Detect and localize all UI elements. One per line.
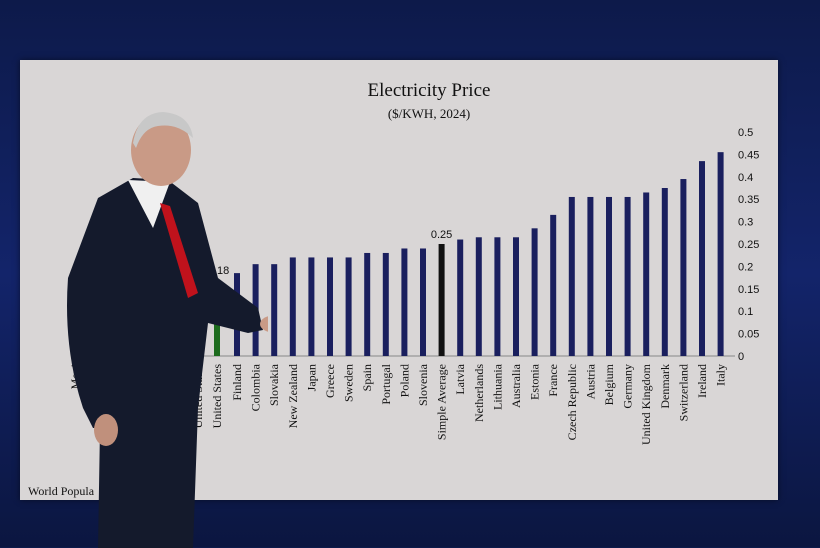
data-label: 0.25 — [431, 229, 452, 241]
x-tick-label: Poland — [397, 364, 411, 397]
presenter-figure — [67, 112, 268, 548]
x-tick-label: Australia — [509, 363, 523, 408]
bar — [494, 237, 501, 356]
presenter-hand — [260, 316, 268, 332]
x-tick-label: Austria — [583, 363, 597, 399]
bar — [680, 179, 687, 356]
x-tick-label: Estonia — [528, 363, 542, 400]
y-tick-label: 0.15 — [738, 284, 759, 296]
bar — [475, 237, 482, 356]
bar — [345, 257, 352, 356]
bar — [382, 252, 389, 356]
x-tick-label: Finland — [230, 364, 244, 401]
x-tick-label: Denmark — [658, 364, 672, 409]
x-tick-label: Spain — [360, 364, 374, 391]
x-tick-label: Germany — [621, 364, 635, 409]
x-tick-label: Latvia — [453, 363, 467, 394]
x-tick-label: Switzerland — [676, 364, 690, 421]
bar — [717, 152, 724, 356]
bar — [661, 188, 668, 356]
chart-subtitle: ($/KWH, 2024) — [387, 106, 471, 121]
bar — [438, 244, 445, 356]
y-tick-label: 0.5 — [738, 127, 753, 139]
x-tick-label: Colombia — [249, 363, 263, 411]
bar — [420, 248, 426, 356]
x-tick-label: Belgium — [602, 363, 616, 405]
bar — [327, 257, 333, 356]
source-footer: World Popula — [28, 484, 95, 498]
y-tick-label: 0.35 — [738, 194, 759, 206]
x-tick-label: Sweden — [342, 364, 356, 402]
bar — [587, 196, 594, 356]
y-tick-label: 0.45 — [738, 149, 759, 161]
presenter-body — [67, 178, 263, 548]
bar — [513, 237, 519, 356]
presenter-hair — [133, 112, 193, 148]
x-tick-label: Greece — [323, 364, 337, 398]
y-tick-label: 0 — [738, 351, 744, 363]
x-tick-label: Czech Republic — [565, 364, 579, 440]
bar — [271, 264, 278, 356]
x-tick-label: Ireland — [695, 364, 709, 398]
y-tick-label: 0.2 — [738, 261, 753, 273]
x-tick-label: New Zealand — [286, 364, 300, 428]
y-tick-label: 0.3 — [738, 217, 753, 229]
bar — [308, 257, 315, 356]
bar — [364, 252, 371, 356]
x-tick-label: Portugal — [379, 363, 393, 404]
x-tick-label: Italy — [714, 364, 728, 386]
bar — [550, 214, 557, 356]
x-tick-label: Netherlands — [472, 364, 486, 422]
y-tick-label: 0.25 — [738, 239, 759, 251]
bar — [624, 196, 631, 356]
y-tick-label: 0.05 — [738, 329, 759, 341]
chart-title: Electricity Price — [367, 80, 491, 101]
bar — [606, 196, 612, 356]
x-tick-label: United States — [210, 364, 224, 429]
x-tick-label: Japan — [304, 364, 318, 391]
presenter-head — [131, 114, 191, 186]
x-tick-label: Simple Average — [435, 364, 449, 440]
presenter-tie — [160, 203, 198, 298]
bar — [289, 257, 296, 356]
x-tick-label: United Kingdom — [639, 363, 653, 445]
presenter-shirt — [128, 180, 170, 228]
bar — [457, 239, 464, 356]
y-tick-label: 0.4 — [738, 172, 753, 184]
bar — [568, 196, 575, 356]
x-tick-label: France — [546, 364, 560, 397]
presenter-left-hand — [94, 414, 118, 446]
x-tick-label: Slovenia — [416, 363, 430, 406]
bar — [699, 161, 705, 356]
bar — [531, 228, 538, 356]
x-tick-label: Lithuania — [490, 363, 504, 410]
bar — [401, 248, 408, 356]
y-tick-label: 0.1 — [738, 306, 753, 318]
bar — [643, 192, 650, 356]
x-tick-label: Slovakia — [267, 363, 281, 406]
